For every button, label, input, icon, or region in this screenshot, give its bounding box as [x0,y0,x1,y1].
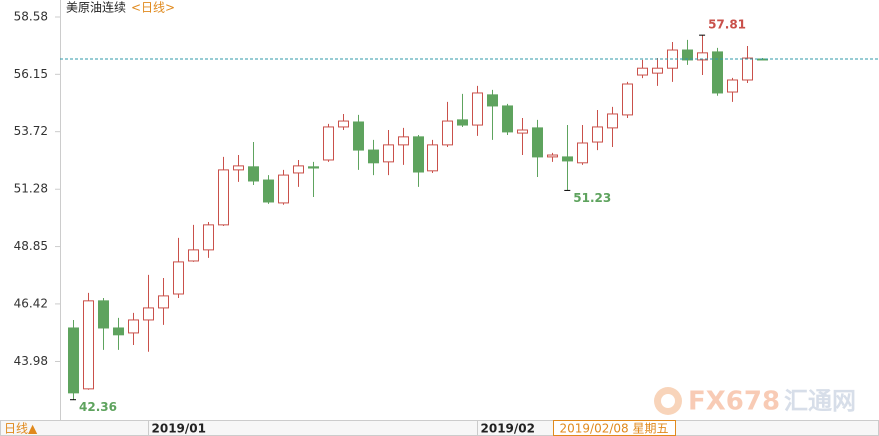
y-tick-label: 58.58 [14,9,48,23]
candle-body [697,52,708,61]
candle-body [368,149,379,164]
x-tick-label: 2019/02 [481,422,535,436]
y-tick-label: 53.72 [14,124,48,138]
cursor-date: 2019/02/08 星期五 [560,422,669,436]
chart-subtitle: <日线> [131,1,175,15]
y-tick-label: 51.28 [14,182,48,196]
candle-body [532,127,543,158]
candle-body [607,113,618,129]
watermark-text: 汇通网 [784,387,856,415]
candle-body [502,105,513,133]
candle-body [323,126,334,161]
candle-body [203,224,214,251]
candle-body [442,120,453,146]
candle-body [712,51,723,94]
watermark: FX678 汇通网 [654,387,856,417]
y-tick-label: 56.15 [14,67,48,81]
y-tick-label: 46.42 [14,296,48,310]
period-button[interactable]: 日线▲ [4,422,38,436]
candle-body [188,249,199,262]
candle-body [413,136,424,173]
candle-body [278,174,289,204]
candle-body [652,67,663,74]
watermark-text: FX678 [688,387,780,417]
chart-title: 美原油连续 [66,0,126,15]
candle-body [158,295,169,309]
candle-body [143,307,154,321]
candle-body [742,57,753,81]
candle-body [383,144,394,163]
candle-body [622,83,633,116]
candle-body [98,300,109,329]
candle-body [338,120,349,128]
y-tick-label: 43.98 [14,354,48,368]
candle-body [398,136,409,146]
candle-body [113,327,124,336]
x-tick-label: 2019/01 [152,422,206,436]
annotation-label: 57.81 [708,18,746,32]
candle-body [517,129,528,134]
annotation-label: 42.36 [79,400,117,414]
candle-body [308,166,319,169]
candle-body [682,49,693,61]
candle-body [173,261,184,295]
candle-body [427,144,438,172]
bottom-bar [0,420,879,436]
candle-body [592,126,603,143]
candle-body [248,166,259,182]
candle-body [472,92,483,126]
candle-body [457,119,468,126]
candle-body [293,165,304,174]
candle-body [577,142,588,164]
annotation-label: 51.23 [573,191,611,205]
candle-body [83,300,94,390]
candle-body [637,67,648,76]
candle-body [562,156,573,162]
candle-body [68,327,79,394]
candle-body [353,121,364,151]
candle-body [263,179,274,203]
candle-body [233,165,244,171]
candle-body [128,319,139,334]
candle-body [487,94,498,107]
watermark-logo-inner [661,394,675,408]
candle-body [547,154,558,158]
candle-body [727,79,738,93]
candle-body [218,169,229,226]
y-tick-label: 48.85 [14,239,48,253]
